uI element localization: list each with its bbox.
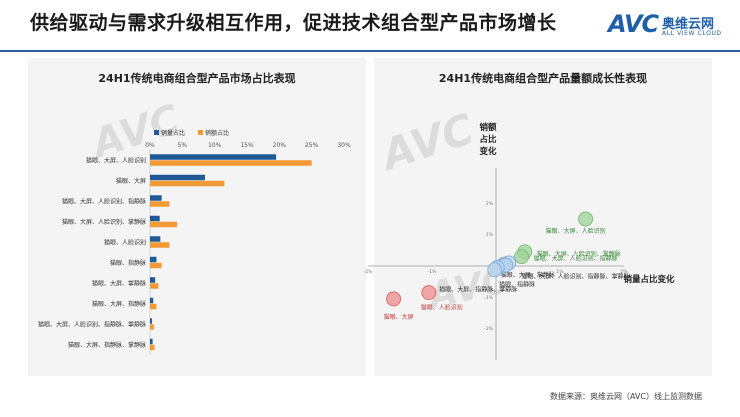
bar-chart-title: 24H1传统电商组合型产品市场占比表现 [98,72,296,85]
legend-label-revenue: 销额占比 [205,129,229,137]
x-tick-label: -2% [364,269,373,275]
y-tick-label: 1% [486,232,494,238]
y-tick-label: -2% [484,326,493,332]
point-label: 猫眼、大屏、掌静脉 [501,271,555,279]
logo-cn-text: 奥维云网 [662,17,715,32]
x-tick-label: 30% [337,142,351,149]
page-title: 供给驱动与需求升级相互作用，促进技术组合型产品市场增长 [30,12,557,34]
bar-volume [150,215,160,222]
x-tick-label: 5% [178,142,188,149]
x-tick-label: 0% [145,142,155,149]
logo-mark: AVC [608,10,659,38]
scatter-point [514,249,530,264]
x-tick-label: 2% [620,269,628,275]
category-label: 猫眼、大屏、人脸识别、指静脉、掌静脉 [38,320,146,328]
scatter-point [386,291,402,307]
x-tick-label: 20% [273,142,287,149]
point-label: 猫眼、大屏、人脸识别 [546,227,606,235]
point-label: 猫眼、大屏、指静脉、掌静脉 [439,286,517,294]
data-source-note: 数据来源：奥维云网（AVC）线上监测数据 [549,392,702,401]
scatter-point [487,262,503,278]
category-label: 猫眼、大屏、人脸识别 [86,156,146,164]
bar-volume [150,338,153,345]
bar-volume [150,277,156,283]
bar-volume [150,297,154,304]
legend-swatch-revenue [198,130,203,135]
category-label: 猫眼、人脸识别 [104,238,146,246]
scatter-chart-panel: 24H1传统电商组合型产品量额成长性表现 AVC AVC -2% -1% 1% 2% 2% 1… [364,58,712,376]
x-tick-label: -1% [428,269,437,275]
bar-chart-panel: 24H1传统电商组合型产品市场占比表现 AVC 销量占比 销额占比 0% 5% 10% 15… [28,58,366,376]
category-label: 猫眼、大屏、指静脉 [92,300,146,308]
point-label: 猫眼、大屏、人脸识别、掌静脉 [537,250,621,258]
point-label: 猫眼、指静脉 [499,281,535,289]
point-label: 猫眼、人脸识别 [421,304,463,312]
bar-revenue [150,180,225,187]
category-label: 猫眼、指静脉 [110,259,146,267]
logo-en-text: ALL VIEW CLOUD [662,30,722,37]
bar-volume [150,174,205,181]
point-label: 猫眼、大屏 [384,313,414,321]
x-tick-label: 10% [208,142,222,149]
bar-revenue [150,201,170,207]
scatter-chart-title: 24H1传统电商组合型产品量额成长性表现 [438,72,648,85]
y-axis-title: 销额占比变化 [479,122,497,157]
bar-volume [150,195,162,201]
bar-volume [150,318,152,324]
avc-logo: AVC 奥维云网 ALL VIEW CLOUD [608,10,728,44]
scatter-point [421,285,437,301]
category-label: 猫眼、大屏、人脸识别、指静脉 [62,197,146,205]
scatter-point [578,211,594,227]
bar-revenue [150,262,162,269]
bar-volume [150,236,161,242]
y-tick-label: -1% [484,295,493,301]
bar-revenue [150,221,178,228]
legend-swatch-volume [154,130,159,135]
bar-volume [150,154,277,160]
category-label: 猫眼、大屏 [116,177,146,185]
bar-volume [150,256,157,263]
x-axis-title: 销量占比变化 [623,274,675,285]
header: 供给驱动与需求升级相互作用，促进技术组合型产品市场增长 AVC 奥维云网 ALL… [0,0,740,46]
bar-revenue [150,283,159,289]
x-tick-label: 25% [305,142,319,149]
bar-revenue [150,344,155,351]
legend-label-volume: 销量占比 [161,129,185,137]
watermark: AVC [373,104,480,180]
y-tick-label: 2% [486,201,494,207]
point-label: 猫眼、大屏、人脸识别、指静脉 [534,255,618,263]
bar-revenue [150,303,157,310]
category-label: 猫眼、大屏、指静脉、掌静脉 [68,341,146,349]
point-label: 猫眼、大屏、人脸识别、指静脉、掌静脉 [522,272,630,280]
x-tick-label: 15% [240,142,254,149]
category-label: 猫眼、大屏、掌静脉 [92,279,146,287]
bar-revenue [150,242,170,248]
x-tick-label: 1% [556,269,564,275]
header-divider [0,50,740,52]
bar-revenue [150,324,154,330]
bar-revenue [150,160,312,166]
category-label: 猫眼、大屏、人脸识别、掌静脉 [62,218,146,226]
